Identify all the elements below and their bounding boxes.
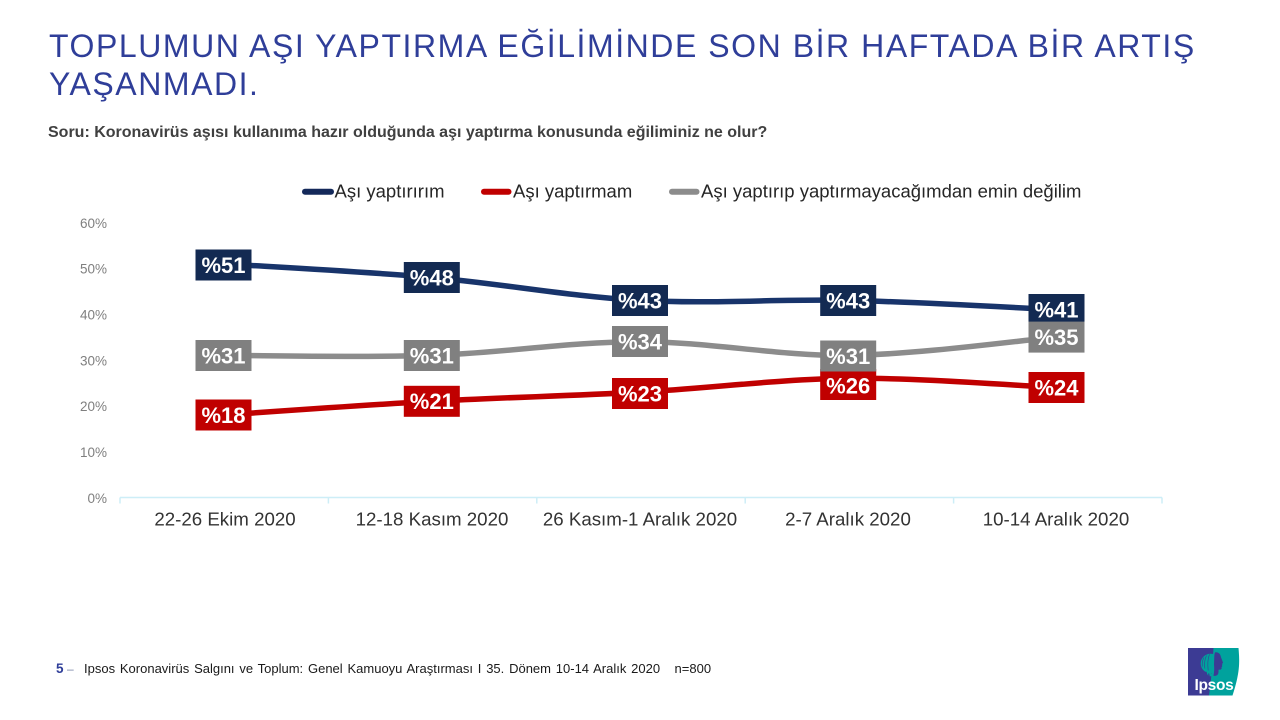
svg-text:%24: %24 [1034, 375, 1079, 400]
svg-text:%43: %43 [826, 288, 870, 313]
svg-text:Aşı yaptırıp yaptırmayacağımda: Aşı yaptırıp yaptırmayacağımdan emin değ… [701, 181, 1081, 202]
svg-text:Aşı yaptırmam: Aşı yaptırmam [513, 181, 632, 202]
svg-text:%35: %35 [1034, 325, 1078, 350]
svg-text:%51: %51 [201, 253, 245, 278]
svg-text:2-7 Aralık 2020: 2-7 Aralık 2020 [785, 509, 911, 530]
svg-text:%21: %21 [410, 389, 454, 414]
svg-text:%41: %41 [1034, 297, 1078, 322]
svg-text:22-26 Ekim 2020: 22-26 Ekim 2020 [154, 509, 295, 530]
svg-text:0%: 0% [87, 491, 107, 506]
svg-text:10-14 Aralık 2020: 10-14 Aralık 2020 [983, 509, 1130, 530]
svg-text:%43: %43 [618, 288, 662, 313]
svg-text:20%: 20% [80, 399, 107, 414]
svg-text:Ipsos: Ipsos [1195, 677, 1234, 694]
svg-text:26 Kasım-1 Aralık 2020: 26 Kasım-1 Aralık 2020 [543, 509, 737, 530]
svg-text:%34: %34 [618, 329, 663, 354]
svg-text:%18: %18 [201, 403, 245, 428]
svg-text:%31: %31 [410, 343, 454, 368]
svg-text:Aşı yaptırırım: Aşı yaptırırım [335, 181, 445, 202]
svg-text:%23: %23 [618, 381, 662, 406]
svg-text:%31: %31 [826, 344, 870, 369]
svg-text:%48: %48 [410, 265, 454, 290]
svg-text:50%: 50% [80, 262, 107, 277]
svg-text:40%: 40% [80, 308, 107, 323]
svg-text:30%: 30% [80, 353, 107, 368]
svg-text:60%: 60% [80, 216, 107, 231]
svg-text:12-18 Kasım 2020: 12-18 Kasım 2020 [356, 509, 509, 530]
svg-text:%26: %26 [826, 374, 870, 399]
svg-text:%31: %31 [201, 343, 245, 368]
svg-text:10%: 10% [80, 445, 107, 460]
